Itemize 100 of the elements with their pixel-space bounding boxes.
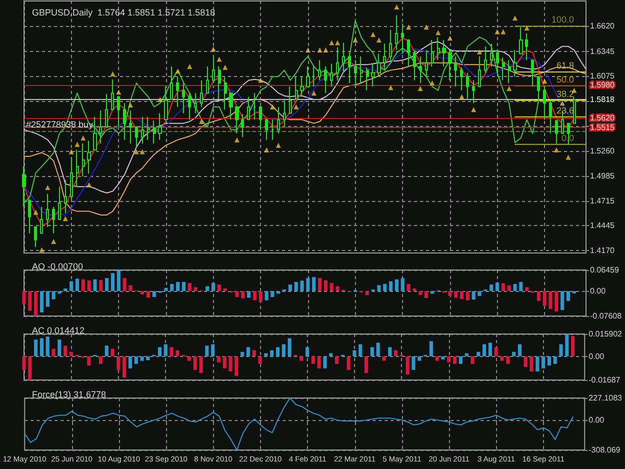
- line-series: [24, 41, 586, 194]
- point: [294, 104, 299, 110]
- bar: [194, 287, 198, 292]
- bar: [507, 285, 511, 292]
- point: [436, 30, 441, 36]
- candlestick: [64, 180, 67, 214]
- y-tick-label: 1.5260: [590, 146, 616, 156]
- bar: [412, 356, 416, 370]
- point: [45, 184, 50, 190]
- candlestick: [490, 43, 493, 68]
- series-label: 38.2: [556, 88, 574, 99]
- bar: [75, 278, 80, 292]
- bar: [454, 291, 458, 298]
- candlestick: [295, 76, 298, 100]
- candlestick: [82, 142, 85, 177]
- bar: [93, 279, 97, 292]
- bar: [300, 356, 304, 361]
- candlestick: [229, 92, 233, 120]
- candlestick: [306, 66, 310, 88]
- bar: [252, 291, 256, 300]
- bar: [252, 350, 256, 356]
- bar: [478, 291, 482, 296]
- y-tick-label: 1.4445: [590, 221, 616, 230]
- point: [329, 40, 334, 46]
- point: [134, 149, 139, 154]
- bar: [28, 356, 32, 380]
- candlestick: [158, 112, 162, 140]
- bar: [418, 291, 422, 296]
- bar: [46, 291, 50, 307]
- bar: [383, 284, 387, 292]
- candlestick: [419, 56, 422, 84]
- bar: [193, 356, 197, 370]
- bar: [40, 291, 44, 312]
- bar: [87, 356, 91, 366]
- bar: [216, 356, 221, 362]
- bar: [134, 356, 138, 364]
- bar: [311, 356, 315, 364]
- candlestick: [371, 63, 375, 88]
- bar: [276, 291, 280, 294]
- bar: [176, 282, 180, 292]
- bar: [52, 348, 56, 356]
- bar: [223, 288, 227, 292]
- bar: [476, 352, 480, 356]
- point: [352, 37, 358, 42]
- candlestick: [407, 39, 410, 68]
- bar: [116, 270, 120, 292]
- bar: [518, 344, 522, 356]
- bar: [288, 338, 292, 356]
- candlestick: [484, 46, 487, 74]
- bar: [448, 291, 452, 296]
- candlestick: [164, 86, 168, 120]
- bar: [247, 291, 251, 298]
- bar: [58, 291, 62, 294]
- point: [305, 48, 310, 53]
- line-series: [24, 398, 574, 450]
- y-tick-label: 0.00: [588, 352, 605, 361]
- point: [323, 48, 328, 53]
- series-label: 50.0: [556, 74, 574, 84]
- bar: [542, 291, 546, 306]
- candlestick: [324, 66, 327, 94]
- bar: [270, 291, 274, 298]
- candlestick: [466, 72, 469, 100]
- ref-line-label: 1.5620: [590, 113, 616, 122]
- bar: [470, 356, 474, 364]
- bar: [513, 284, 517, 292]
- candlestick: [277, 106, 280, 134]
- point: [447, 36, 452, 41]
- bar: [447, 356, 451, 362]
- candlestick: [513, 50, 517, 78]
- chart-title: AO -0.00700: [32, 262, 84, 272]
- bar: [524, 356, 528, 367]
- candlestick: [235, 106, 239, 134]
- point: [62, 216, 68, 222]
- bar: [530, 356, 534, 372]
- bar: [282, 344, 286, 356]
- bar: [211, 344, 215, 356]
- candlestick: [549, 100, 552, 134]
- bar: [264, 291, 268, 300]
- candlestick: [99, 110, 102, 144]
- y-tick-label: 1.4715: [590, 196, 616, 206]
- y-tick-label: 1.6075: [590, 72, 616, 81]
- bar: [370, 347, 374, 356]
- candlestick: [543, 86, 546, 120]
- bar: [472, 291, 476, 300]
- bar: [188, 282, 192, 292]
- bar: [323, 356, 327, 368]
- bar: [235, 291, 239, 298]
- bar: [176, 350, 180, 356]
- candlestick: [413, 50, 416, 81]
- bar: [28, 291, 32, 311]
- bar: [352, 350, 356, 356]
- candlestick: [259, 106, 262, 130]
- point: [80, 135, 86, 140]
- point: [33, 210, 38, 215]
- bar: [365, 291, 369, 296]
- bar: [525, 287, 529, 292]
- candlestick: [70, 156, 73, 201]
- point: [258, 78, 264, 83]
- bar: [300, 280, 304, 292]
- bar: [264, 353, 268, 356]
